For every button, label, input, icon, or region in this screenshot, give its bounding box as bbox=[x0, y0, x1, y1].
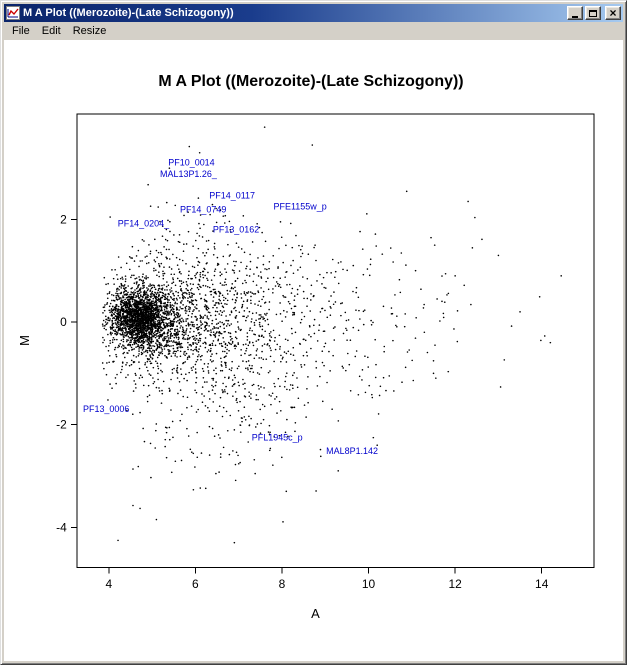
menu-resize[interactable]: Resize bbox=[72, 25, 107, 37]
minimize-button[interactable] bbox=[567, 6, 583, 20]
close-icon: × bbox=[609, 6, 617, 20]
svg-text:PF10_0014: PF10_0014 bbox=[168, 157, 214, 167]
svg-text:4: 4 bbox=[105, 577, 112, 591]
svg-text:-2: -2 bbox=[56, 418, 67, 432]
svg-text:MAL13P1.26_: MAL13P1.26_ bbox=[160, 169, 218, 179]
window-title: M A Plot ((Merozoite)-(Late Schizogony)) bbox=[23, 7, 234, 19]
svg-text:M A Plot ((Merozoite)-(Late Sc: M A Plot ((Merozoite)-(Late Schizogony)) bbox=[158, 73, 463, 90]
svg-text:10: 10 bbox=[362, 577, 376, 591]
svg-text:2: 2 bbox=[60, 212, 67, 226]
svg-text:6: 6 bbox=[192, 577, 199, 591]
svg-text:-4: -4 bbox=[56, 520, 67, 534]
svg-text:PF13_0006: PF13_0006 bbox=[83, 404, 129, 414]
close-button[interactable]: × bbox=[605, 6, 621, 20]
window-controls: × bbox=[565, 6, 621, 20]
svg-text:PFL1945c_p: PFL1945c_p bbox=[252, 432, 303, 442]
svg-text:14: 14 bbox=[535, 577, 549, 591]
svg-text:MAL8P1.142: MAL8P1.142 bbox=[326, 446, 378, 456]
maximize-icon bbox=[589, 9, 597, 17]
window-icon bbox=[6, 6, 20, 20]
svg-text:M: M bbox=[17, 335, 32, 346]
maximize-button[interactable] bbox=[585, 6, 601, 20]
svg-text:A: A bbox=[311, 606, 320, 621]
minimize-icon bbox=[572, 15, 578, 18]
menu-bar: File Edit Resize bbox=[4, 22, 623, 40]
svg-text:0: 0 bbox=[60, 315, 67, 329]
window-titlebar[interactable]: M A Plot ((Merozoite)-(Late Schizogony))… bbox=[4, 4, 623, 22]
svg-text:PF14_0204_: PF14_0204_ bbox=[118, 219, 170, 229]
svg-text:PF13_0162: PF13_0162 bbox=[213, 225, 259, 235]
svg-text:PFE1155w_p: PFE1155w_p bbox=[274, 202, 327, 212]
plot-device-area: 4 6 8 10 12 14 -4 -2 0 2 A M M A Plot ((Merozoite)-(… bbox=[4, 40, 623, 661]
svg-text:12: 12 bbox=[448, 577, 462, 591]
ma-plot-svg: 4 6 8 10 12 14 -4 -2 0 2 A M M A Plot ((Merozoite)-(… bbox=[17, 73, 595, 621]
menu-edit[interactable]: Edit bbox=[41, 25, 61, 37]
svg-text:PF14_0117: PF14_0117 bbox=[209, 190, 255, 200]
svg-text:PF14_0749: PF14_0749 bbox=[180, 205, 226, 215]
svg-text:8: 8 bbox=[279, 577, 286, 591]
menu-file[interactable]: File bbox=[12, 25, 30, 37]
